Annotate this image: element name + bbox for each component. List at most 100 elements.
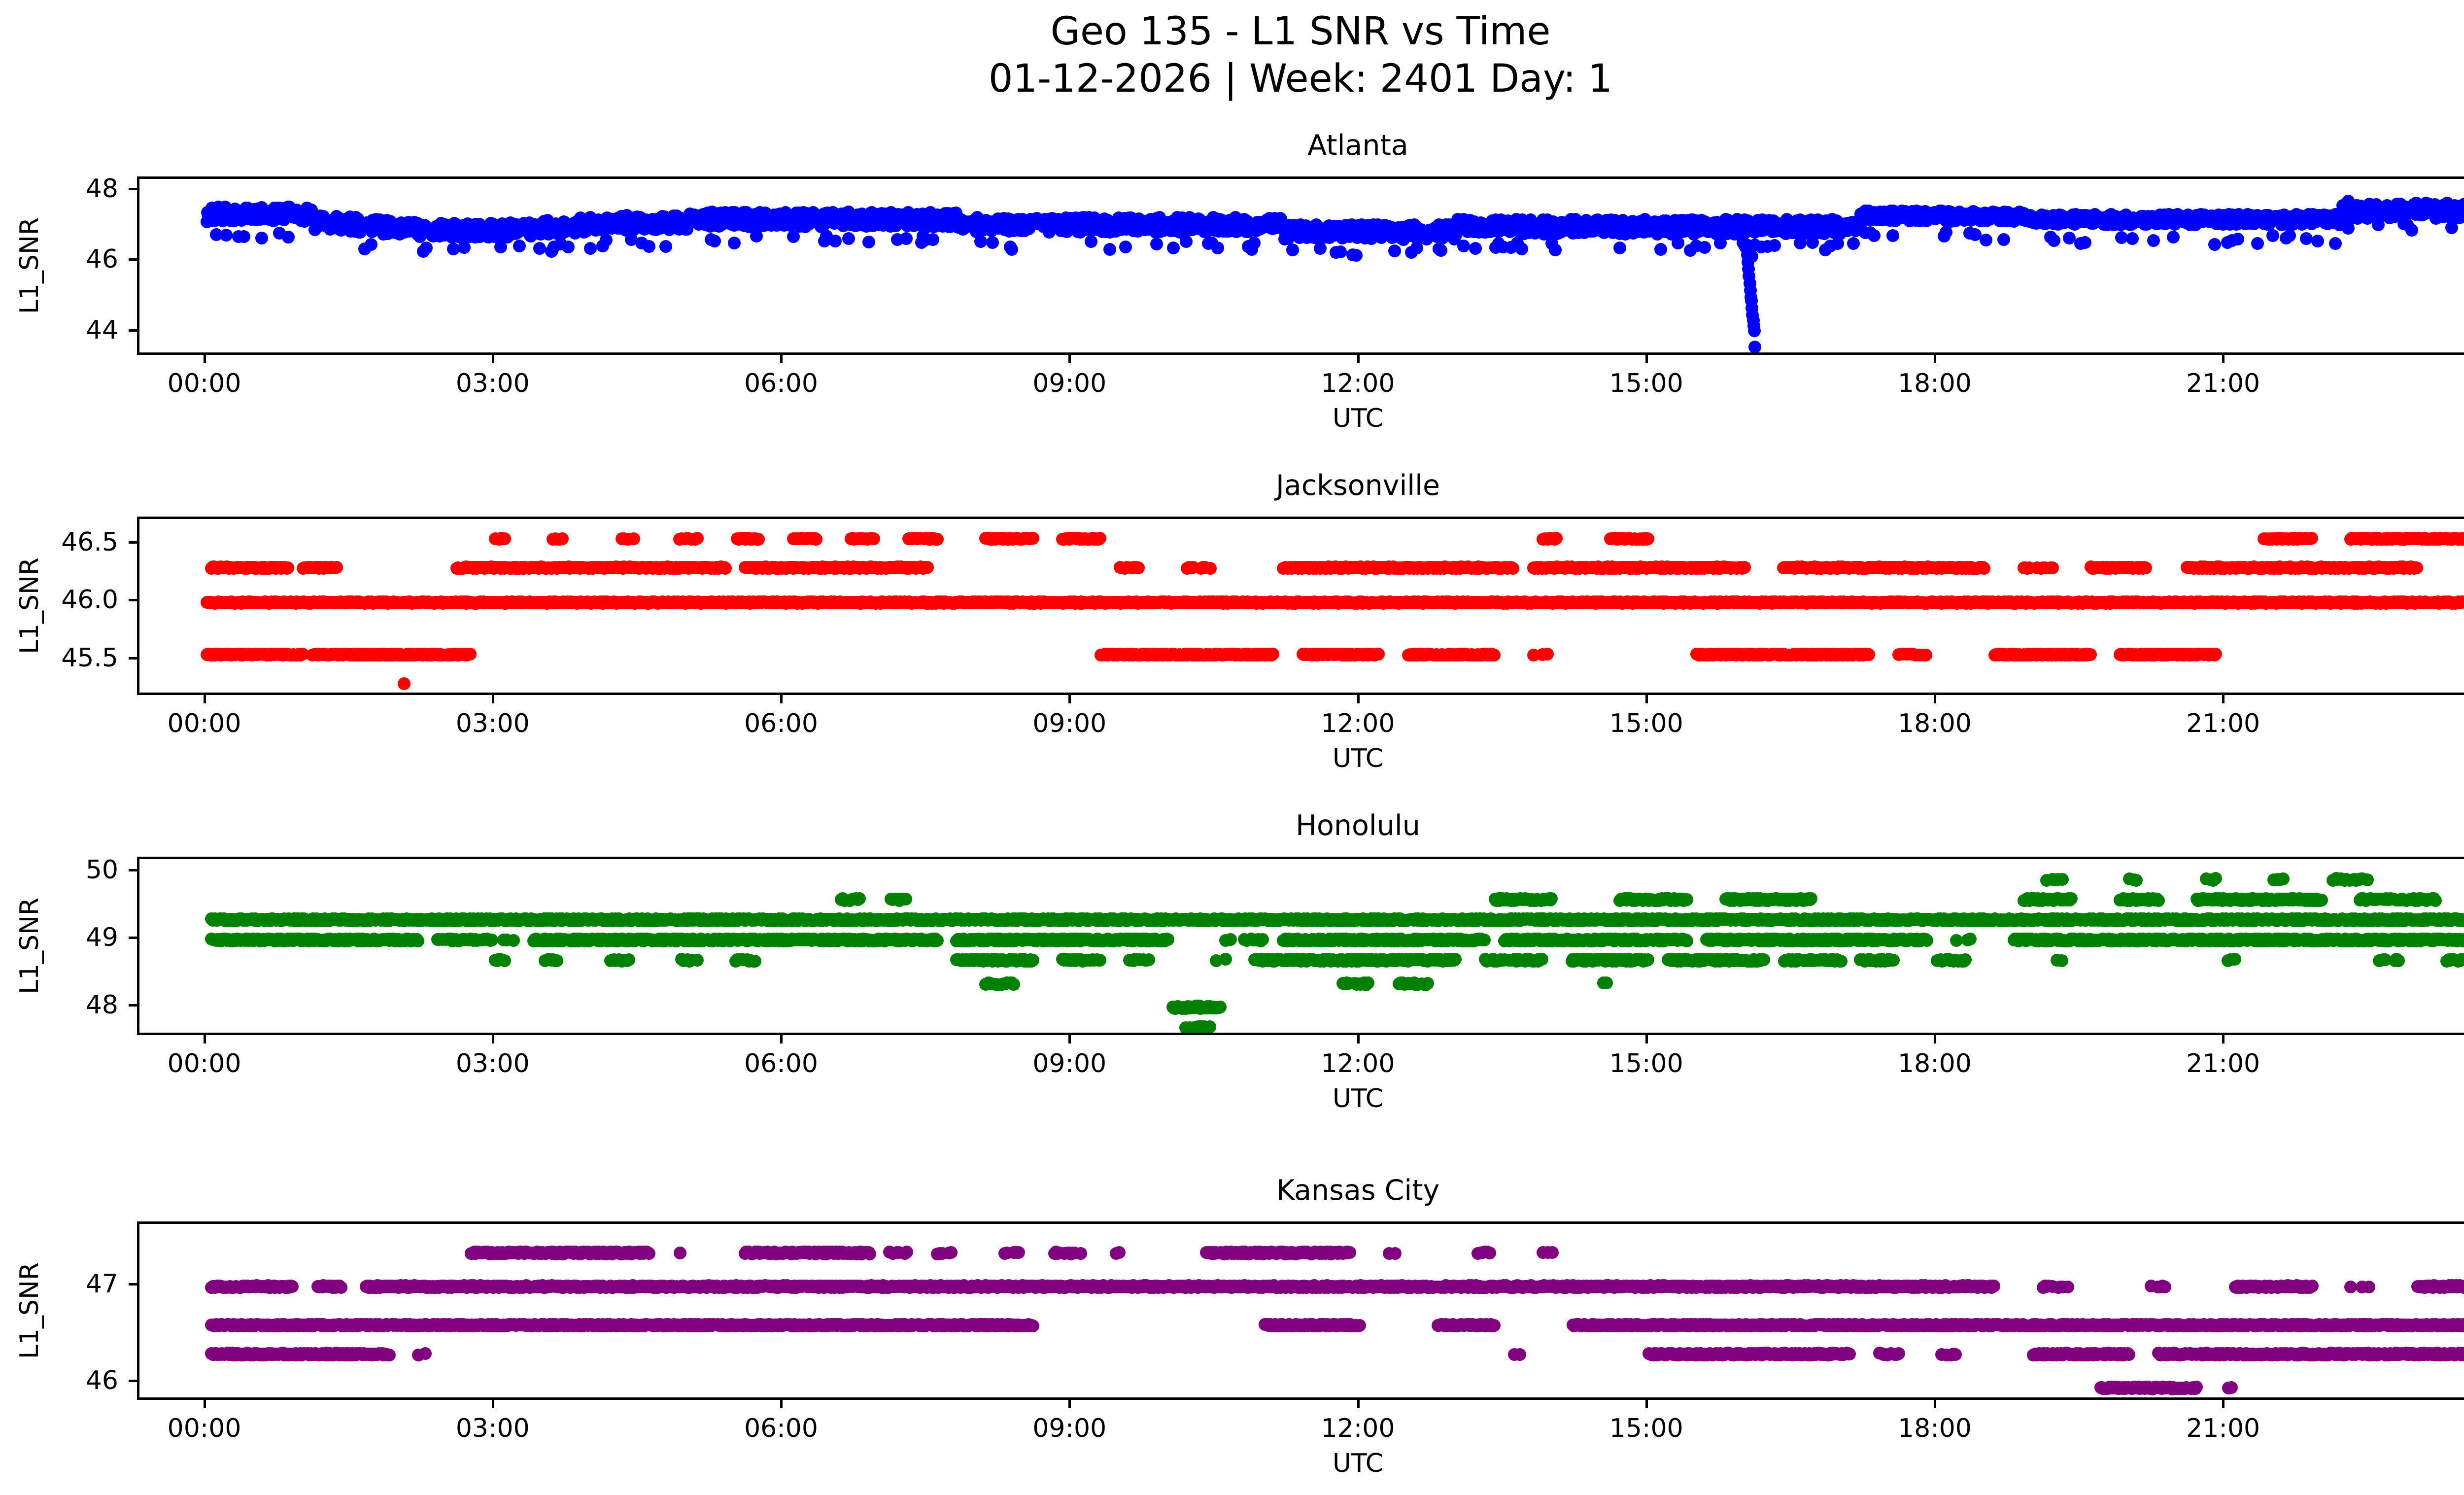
x-axis-label-jacksonville: UTC bbox=[137, 744, 2464, 773]
x-tick-label: 21:00 bbox=[2149, 1051, 2297, 1077]
x-tick-label: 18:00 bbox=[1861, 1051, 2009, 1077]
y-tick-label: 44 bbox=[0, 317, 118, 343]
x-tick-label: 06:00 bbox=[707, 1416, 855, 1441]
subplot-title-kansas-city: Kansas City bbox=[137, 1174, 2464, 1207]
y-tick-label: 50 bbox=[0, 857, 118, 883]
x-tick-mark bbox=[492, 1035, 494, 1043]
x-tick-mark bbox=[204, 1400, 206, 1408]
y-tick-label: 46.0 bbox=[0, 587, 118, 613]
x-tick-label: 03:00 bbox=[419, 1416, 567, 1441]
plot-area-kansas-city[interactable] bbox=[137, 1221, 2464, 1400]
x-tick-mark bbox=[2222, 695, 2224, 703]
subplot-title-honolulu: Honolulu bbox=[137, 809, 2464, 842]
y-tick-label: 48 bbox=[0, 176, 118, 202]
x-tick-mark bbox=[1068, 1035, 1071, 1043]
x-tick-label: 09:00 bbox=[995, 711, 1143, 736]
x-tick-mark bbox=[1068, 355, 1071, 363]
y-tick-mark bbox=[129, 657, 137, 660]
x-tick-mark bbox=[1357, 695, 1360, 703]
x-tick-label: 21:00 bbox=[2149, 371, 2297, 396]
x-tick-mark bbox=[780, 1035, 783, 1043]
x-tick-label: 18:00 bbox=[1861, 711, 2009, 736]
x-axis-label-kansas-city: UTC bbox=[137, 1449, 2464, 1478]
y-tick-label: 47 bbox=[0, 1271, 118, 1297]
x-tick-mark bbox=[1357, 355, 1360, 363]
x-tick-label: 00:00 bbox=[2437, 371, 2464, 396]
x-tick-label: 00:00 bbox=[131, 1051, 278, 1077]
x-tick-label: 00:00 bbox=[131, 1416, 278, 1441]
x-axis-label-atlanta: UTC bbox=[137, 404, 2464, 433]
x-tick-mark bbox=[1934, 695, 1936, 703]
y-tick-mark bbox=[129, 1004, 137, 1007]
x-tick-mark bbox=[1645, 355, 1648, 363]
x-tick-mark bbox=[780, 355, 783, 363]
y-tick-label: 46 bbox=[0, 246, 118, 272]
x-tick-mark bbox=[1645, 695, 1648, 703]
x-tick-mark bbox=[1357, 1400, 1360, 1408]
x-tick-label: 06:00 bbox=[707, 1051, 855, 1077]
y-tick-label: 46.5 bbox=[0, 529, 118, 555]
y-tick-mark bbox=[129, 258, 137, 261]
x-tick-mark bbox=[780, 695, 783, 703]
x-tick-label: 12:00 bbox=[1284, 1051, 1432, 1077]
plot-area-jacksonville[interactable] bbox=[137, 517, 2464, 695]
x-tick-mark bbox=[2222, 355, 2224, 363]
y-tick-label: 49 bbox=[0, 925, 118, 950]
x-tick-mark bbox=[1645, 1035, 1648, 1043]
y-tick-mark bbox=[129, 937, 137, 939]
x-tick-mark bbox=[780, 1400, 783, 1408]
x-tick-label: 06:00 bbox=[707, 371, 855, 396]
x-tick-mark bbox=[1934, 355, 1936, 363]
y-tick-mark bbox=[129, 1380, 137, 1382]
y-tick-mark bbox=[129, 869, 137, 871]
x-tick-label: 00:00 bbox=[131, 371, 278, 396]
x-tick-mark bbox=[1357, 1035, 1360, 1043]
figure-title-line-2: 01-12-2026 | Week: 2401 Day: 1 bbox=[0, 54, 2464, 104]
plot-area-honolulu[interactable] bbox=[137, 857, 2464, 1035]
x-tick-label: 03:00 bbox=[419, 711, 567, 736]
x-tick-label: 15:00 bbox=[1573, 1416, 1720, 1441]
x-tick-mark bbox=[1934, 1400, 1936, 1408]
x-tick-label: 03:00 bbox=[419, 1051, 567, 1077]
x-tick-label: 00:00 bbox=[2437, 711, 2464, 736]
y-tick-label: 48 bbox=[0, 992, 118, 1018]
x-tick-label: 18:00 bbox=[1861, 371, 2009, 396]
y-tick-mark bbox=[129, 1283, 137, 1286]
x-tick-mark bbox=[492, 695, 494, 703]
x-tick-mark bbox=[204, 355, 206, 363]
x-tick-label: 09:00 bbox=[995, 371, 1143, 396]
x-tick-mark bbox=[492, 355, 494, 363]
x-tick-mark bbox=[2222, 1400, 2224, 1408]
x-tick-label: 21:00 bbox=[2149, 1416, 2297, 1441]
x-tick-mark bbox=[492, 1400, 494, 1408]
x-tick-label: 12:00 bbox=[1284, 1416, 1432, 1441]
subplot-title-atlanta: Atlanta bbox=[137, 129, 2464, 162]
x-tick-label: 09:00 bbox=[995, 1416, 1143, 1441]
x-tick-label: 00:00 bbox=[131, 711, 278, 736]
y-tick-mark bbox=[129, 188, 137, 190]
y-tick-label: 45.5 bbox=[0, 645, 118, 671]
y-tick-label: 46 bbox=[0, 1368, 118, 1393]
y-tick-mark bbox=[129, 329, 137, 332]
x-tick-mark bbox=[1934, 1035, 1936, 1043]
x-tick-mark bbox=[204, 695, 206, 703]
x-tick-label: 12:00 bbox=[1284, 371, 1432, 396]
x-tick-mark bbox=[204, 1035, 206, 1043]
x-tick-label: 15:00 bbox=[1573, 1051, 1720, 1077]
figure-title-line-1: Geo 135 - L1 SNR vs Time bbox=[0, 7, 2464, 56]
x-tick-label: 09:00 bbox=[995, 1051, 1143, 1077]
subplot-title-jacksonville: Jacksonville bbox=[137, 469, 2464, 502]
x-tick-mark bbox=[1645, 1400, 1648, 1408]
x-tick-mark bbox=[1068, 695, 1071, 703]
x-tick-label: 21:00 bbox=[2149, 711, 2297, 736]
y-tick-mark bbox=[129, 541, 137, 544]
x-tick-label: 06:00 bbox=[707, 711, 855, 736]
x-tick-label: 15:00 bbox=[1573, 711, 1720, 736]
x-tick-label: 00:00 bbox=[2437, 1051, 2464, 1077]
plot-area-atlanta[interactable] bbox=[137, 176, 2464, 355]
x-tick-mark bbox=[1068, 1400, 1071, 1408]
y-tick-mark bbox=[129, 599, 137, 601]
x-axis-label-honolulu: UTC bbox=[137, 1084, 2464, 1113]
x-tick-label: 15:00 bbox=[1573, 371, 1720, 396]
